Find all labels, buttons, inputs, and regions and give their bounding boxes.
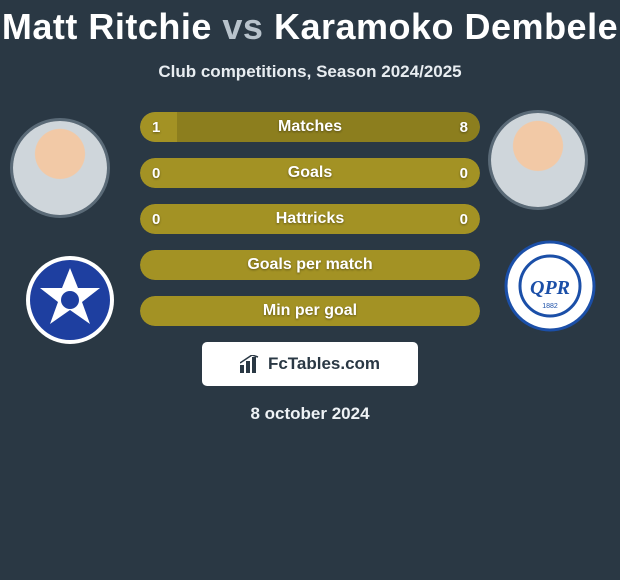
stat-label: Min per goal [140,296,480,326]
stat-value-right: 8 [448,112,480,142]
stat-row: Matches1 8 [140,112,480,142]
stat-label: Matches [140,112,480,142]
vs-separator: vs [222,6,263,47]
player1-club-crest [22,252,118,348]
source-brand: FcTables.com [268,354,380,374]
stat-value-right: 0 [448,158,480,188]
portsmouth-crest-icon [22,252,118,348]
stat-value-left: 0 [140,204,172,234]
qpr-crest-icon: QPR 1882 [502,238,598,334]
bar-chart-icon [240,355,262,373]
stat-label: Hattricks [140,204,480,234]
stat-row: Hattricks0 0 [140,204,480,234]
snapshot-date: 8 october 2024 [0,404,620,424]
subtitle: Club competitions, Season 2024/2025 [0,62,620,82]
stat-bars: Matches18Goals00Hattricks00Goals per mat… [140,112,480,326]
stat-value-left: 0 [140,158,172,188]
source-badge: FcTables.com [202,342,418,386]
svg-text:1882: 1882 [542,303,558,310]
player2-club-crest: QPR 1882 [502,238,598,334]
stat-label: Goals [140,158,480,188]
stat-row: Goals per match [140,250,480,280]
player1-name: Matt Ritchie [2,6,212,47]
player2-face-placeholder [491,113,585,207]
comparison-arena: QPR 1882 Matches18Goals00Hattricks00Goal… [0,112,620,424]
player1-face-placeholder [13,121,107,215]
stat-label: Goals per match [140,250,480,280]
stat-value-left: 1 [140,112,172,142]
stat-value-right: 0 [448,204,480,234]
player2-avatar [488,110,588,210]
player1-avatar [10,118,110,218]
comparison-title: Matt Ritchie vs Karamoko Dembele [0,0,620,48]
stat-row: Goals0 0 [140,158,480,188]
player2-name: Karamoko Dembele [274,6,618,47]
stat-row: Min per goal [140,296,480,326]
svg-text:QPR: QPR [530,277,570,299]
